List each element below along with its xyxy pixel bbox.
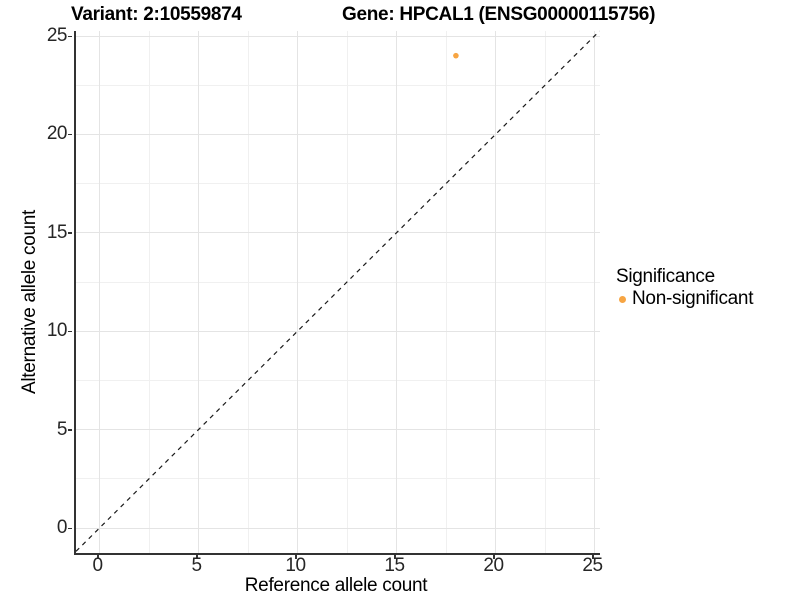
x-tick-label: 15 [384, 555, 405, 576]
y-tick-label: 20 [46, 123, 68, 145]
plot-panel [74, 30, 600, 555]
minor-gridline [76, 281, 600, 283]
legend-item: Non-significant [619, 288, 753, 310]
minor-gridline [76, 379, 600, 381]
y-axis-title: Alternative allele count [19, 210, 40, 394]
major-gridline [76, 232, 600, 234]
minor-gridline [76, 183, 600, 185]
y-tick-label: 10 [46, 320, 68, 342]
x-axis-tick [394, 555, 396, 559]
x-tick-label: 5 [191, 555, 202, 576]
legend-point-swatch-icon [619, 295, 626, 303]
x-axis-tick [196, 555, 198, 559]
y-axis-tick [68, 232, 72, 234]
major-gridline [594, 31, 595, 553]
data-point [453, 52, 459, 59]
plot-title-gene: Gene: HPCAL1 (ENSG00000115756) [342, 4, 656, 25]
minor-gridline [247, 31, 249, 553]
major-gridline [76, 429, 600, 431]
minor-gridline [76, 84, 600, 86]
y-axis-tick [68, 527, 72, 529]
y-axis-tick [68, 429, 72, 431]
x-axis-title: Reference allele count [244, 575, 428, 596]
y-tick-label: 15 [46, 221, 68, 243]
x-tick-label: 25 [582, 555, 603, 576]
major-gridline [76, 133, 600, 135]
major-gridline [198, 31, 199, 553]
x-axis-tick [97, 555, 99, 559]
minor-gridline [148, 31, 150, 553]
y-axis-tick [68, 330, 72, 333]
x-axis-tick [592, 555, 594, 559]
major-gridline [76, 330, 600, 332]
y-axis-tick [68, 133, 72, 136]
plot-canvas [75, 30, 600, 552]
identity-reference-line [75, 30, 600, 552]
minor-gridline [76, 478, 600, 480]
minor-gridline [346, 31, 348, 553]
x-tick-label: 10 [285, 555, 306, 576]
legend-title: Significance [616, 266, 715, 287]
major-gridline [76, 527, 600, 529]
x-axis-tick [295, 555, 297, 559]
major-gridline [297, 31, 298, 553]
minor-gridline [445, 31, 447, 553]
y-tick-label: 25 [46, 25, 68, 46]
y-tick-label: 5 [56, 418, 68, 440]
major-gridline [396, 31, 397, 553]
legend-item-label: Non-significant [632, 288, 754, 309]
minor-gridline [544, 31, 546, 553]
major-gridline [99, 31, 100, 553]
plot-title-variant: Variant: 2:10559874 [71, 4, 242, 25]
x-axis-tick [493, 555, 495, 559]
major-gridline [76, 35, 600, 37]
x-tick-label: 0 [92, 555, 103, 576]
y-tick-label: 0 [56, 517, 68, 538]
x-tick-label: 20 [483, 555, 504, 576]
legend: Significance Non-significant [616, 266, 753, 310]
y-axis-tick [68, 35, 72, 37]
major-gridline [495, 31, 496, 553]
